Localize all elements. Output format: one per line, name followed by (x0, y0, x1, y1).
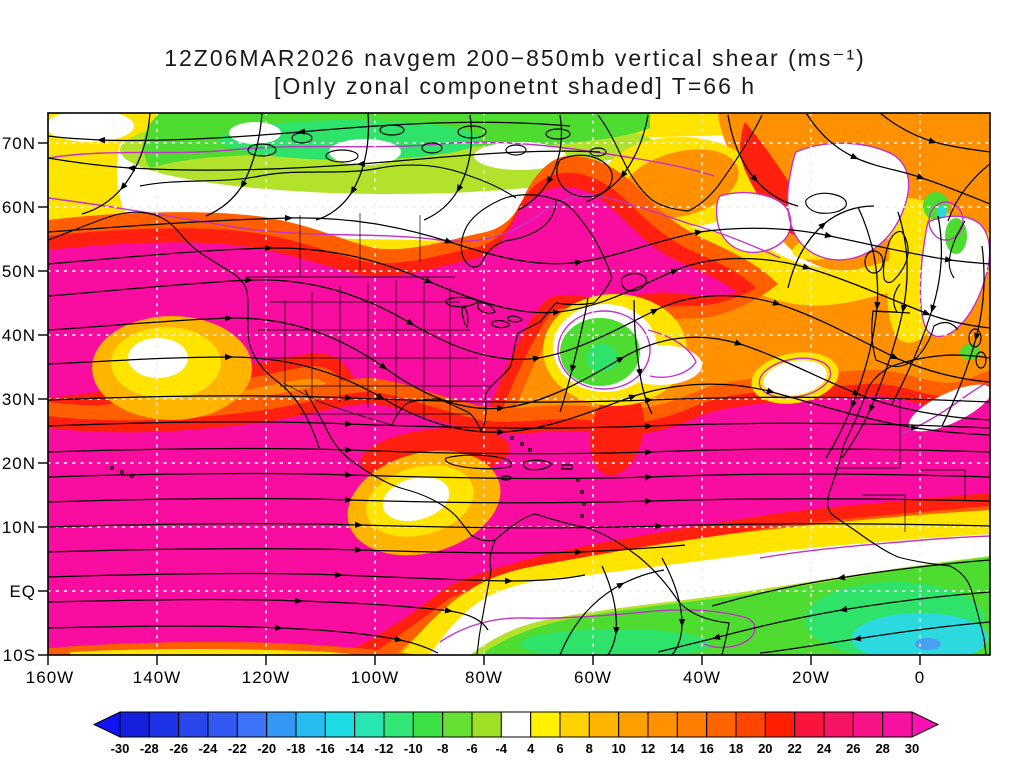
colorbar-cell (764, 711, 796, 738)
colorbar-tick-label: -6 (466, 741, 478, 756)
colorbar-tick-label: 16 (699, 741, 713, 756)
colorbar-tick-label: -8 (437, 741, 449, 756)
colorbar-tick-label: -12 (375, 741, 394, 756)
lat-tick-label: 60N (2, 198, 36, 217)
lon-axis: 160W 140W 120W 100W 80W 60W 40W 20W 0 (26, 655, 925, 687)
colorbar-tick-label: -24 (199, 741, 219, 756)
lon-tick-label: 140W (133, 668, 181, 687)
lat-axis: 70N 60N 50N 40N 30N 20N 10N EQ 10S (2, 134, 48, 665)
lat-tick-label: 30N (2, 390, 36, 409)
lon-tick-label: 120W (242, 668, 290, 687)
colorbar-cell (412, 711, 444, 738)
colorbar-cell (588, 711, 620, 738)
colorbar-cell (559, 711, 590, 738)
colorbar-tick-label: -14 (345, 741, 365, 756)
colorbar-cell (882, 711, 913, 738)
colorbar-cell (354, 711, 385, 738)
colorbar-tick-label: 18 (729, 741, 743, 756)
colorbar-right-arrow (911, 711, 940, 738)
lat-tick-label: 10N (2, 518, 36, 537)
colorbar-cell (647, 711, 678, 738)
lon-tick-label: 100W (351, 668, 399, 687)
lon-tick-label: 60W (574, 668, 612, 687)
shading-layer (48, 113, 990, 655)
colorbar-left-arrow (92, 711, 121, 738)
lon-tick-label: 80W (465, 668, 503, 687)
colorbar-cell (324, 711, 356, 738)
colorbar-cell (794, 711, 825, 738)
colorbar-cell (295, 711, 326, 738)
colorbar-cell (735, 711, 766, 738)
colorbar-tick-label: 28 (875, 741, 889, 756)
colorbar-cell (676, 711, 708, 738)
colorbar-tick-label: -26 (169, 741, 188, 756)
colorbar-tick-label: 14 (670, 741, 685, 756)
colorbar-tick-label: -10 (404, 741, 423, 756)
lat-tick-label: EQ (9, 582, 36, 601)
colorbar-tick-label: 8 (586, 741, 593, 756)
colorbar-cell (706, 711, 737, 738)
map-frame (47, 112, 991, 656)
colorbar-cell (823, 711, 854, 738)
streamline-layer (48, 113, 990, 655)
lon-tick-label: 0 (915, 668, 925, 687)
colorbar-tick-label: 20 (758, 741, 772, 756)
colorbar-cell (852, 711, 884, 738)
colorbar-cell (119, 711, 150, 738)
lat-tick-label: 40N (2, 326, 36, 345)
colorbar-tick-label: 12 (641, 741, 655, 756)
colorbar-cell (383, 711, 414, 738)
colorbar-cell (500, 711, 532, 738)
colorbar-tick-label: -4 (496, 741, 508, 756)
lat-tick-label: 70N (2, 134, 36, 153)
colorbar-tick-label: 24 (817, 741, 832, 756)
lon-tick-label: 160W (26, 668, 74, 687)
colorbar-tick-label: -30 (111, 741, 130, 756)
chart-title: 12Z06MAR2026 navgem 200−850mb vertical s… (164, 45, 866, 71)
lat-tick-label: 10S (3, 646, 36, 665)
colorbar-tick-label: 10 (611, 741, 625, 756)
colorbar: -30 -28 -26 -24 -22 -20 -18 -16 -14 -12 … (92, 711, 940, 756)
colorbar-cell (236, 711, 268, 738)
colorbar-tick-label: -22 (228, 741, 247, 756)
colorbar-cell (442, 711, 473, 738)
map-area (48, 113, 990, 655)
lat-tick-label: 20N (2, 454, 36, 473)
colorbar-cell (178, 711, 209, 738)
lon-tick-label: 20W (792, 668, 830, 687)
colorbar-tick-label: 30 (905, 741, 919, 756)
colorbar-cell (618, 711, 649, 738)
colorbar-tick-label: -20 (257, 741, 276, 756)
lon-tick-label: 40W (683, 668, 721, 687)
colorbar-tick-label: 4 (527, 741, 535, 756)
colorbar-cell (148, 711, 180, 738)
colorbar-tick-label: 26 (846, 741, 860, 756)
colorbar-tick-label: -18 (287, 741, 306, 756)
colorbar-cell (266, 711, 297, 738)
colorbar-tick-label: 22 (787, 741, 801, 756)
chart-subtitle: [Only zonal componetnt shaded] T=66 h (274, 73, 756, 99)
colorbar-tick-label: 6 (556, 741, 563, 756)
lat-tick-label: 50N (2, 262, 36, 281)
colorbar-tick-label: -16 (316, 741, 335, 756)
colorbar-cell (207, 711, 238, 738)
colorbar-cell (530, 711, 561, 738)
colorbar-cell (471, 711, 502, 738)
colorbar-tick-label: -28 (140, 741, 159, 756)
